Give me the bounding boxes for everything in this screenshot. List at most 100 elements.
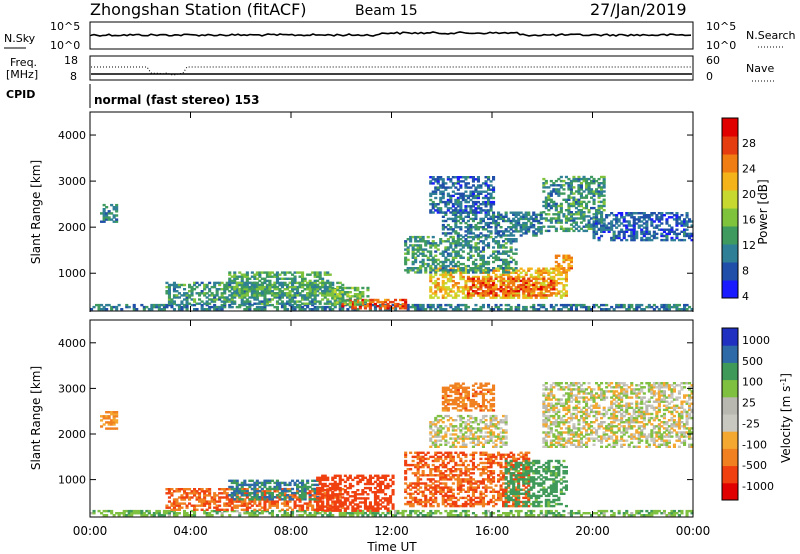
heatmap-cell	[564, 254, 568, 257]
heatmap-cell	[517, 292, 521, 295]
heatmap-cell	[582, 219, 586, 222]
heatmap-cell	[353, 476, 357, 479]
heatmap-cell	[539, 294, 543, 297]
heatmap-cell	[358, 291, 362, 294]
heatmap-cell	[547, 269, 551, 272]
heatmap-cell	[524, 230, 528, 233]
heatmap-cell	[308, 300, 312, 303]
heatmap-cell	[512, 258, 516, 262]
heatmap-cell	[683, 224, 687, 227]
heatmap-cell	[177, 285, 181, 289]
heatmap-cell	[542, 284, 546, 287]
heatmap-cell	[449, 235, 453, 239]
heatmap-cell	[167, 488, 171, 491]
heatmap-cell	[243, 479, 247, 482]
heatmap-cell	[170, 298, 174, 301]
heatmap-cell	[296, 504, 300, 507]
heatmap-cell	[514, 228, 518, 231]
heatmap-cell	[280, 498, 284, 501]
heatmap-cell	[564, 273, 568, 277]
heatmap-cell	[240, 288, 244, 291]
heatmap-cell	[253, 275, 257, 278]
heatmap-cell	[554, 221, 558, 224]
heatmap-cell	[454, 200, 458, 204]
heatmap-cell	[326, 298, 330, 301]
heatmap-cell	[399, 298, 403, 302]
heatmap-cell	[311, 303, 315, 307]
heatmap-cell	[504, 267, 508, 270]
heatmap-cell	[361, 489, 365, 492]
heatmap-cell	[494, 228, 498, 231]
heatmap-cell	[494, 275, 498, 279]
heatmap-cell	[296, 305, 300, 309]
heatmap-cell	[353, 295, 357, 298]
heatmap-cell	[434, 186, 438, 189]
heatmap-cell	[278, 292, 282, 295]
heatmap-cell	[233, 300, 237, 303]
heatmap-cell	[243, 275, 247, 278]
heatmap-cell	[502, 279, 506, 283]
heatmap-cell	[441, 252, 445, 255]
heatmap-cell	[338, 505, 342, 508]
heatmap-cell	[476, 254, 480, 257]
heatmap-cell	[464, 308, 468, 311]
heatmap-cell	[336, 295, 340, 298]
heatmap-cell	[157, 308, 161, 311]
heatmap-cell	[542, 271, 546, 274]
heatmap-cell	[537, 271, 541, 274]
heatmap-cell	[489, 180, 493, 183]
heatmap-cell	[321, 292, 325, 295]
heatmap-cell	[296, 300, 300, 303]
heatmap-cell	[373, 493, 377, 496]
heatmap-cell	[303, 277, 307, 280]
heatmap-cell	[600, 204, 604, 208]
heatmap-cell	[190, 290, 194, 293]
heatmap-cell	[255, 496, 259, 499]
heatmap-cell	[502, 258, 506, 262]
heatmap-cell	[343, 509, 347, 512]
heatmap-cell	[454, 230, 458, 233]
heatmap-cell	[333, 295, 337, 298]
heatmap-cell	[230, 506, 234, 509]
heatmap-cell	[519, 226, 523, 229]
heatmap-cell	[514, 262, 518, 266]
heatmap-cell	[672, 514, 676, 517]
heatmap-cell	[514, 240, 518, 243]
heatmap-cell	[582, 229, 586, 233]
heatmap-cell	[444, 213, 448, 216]
heatmap-cell	[487, 230, 491, 233]
heatmap-cell	[627, 220, 631, 223]
heatmap-cell	[102, 208, 106, 211]
heatmap-cell	[512, 213, 516, 216]
heatmap-cell	[459, 228, 463, 231]
heatmap-cell	[454, 232, 458, 235]
heatmap-cell	[243, 508, 247, 511]
heatmap-cell	[331, 286, 335, 290]
heatmap-cell	[313, 281, 317, 285]
heatmap-cell	[348, 503, 352, 506]
heatmap-cell	[685, 514, 689, 517]
heatmap-cell	[424, 242, 428, 245]
heatmap-cell	[366, 286, 370, 290]
heatmap-cell	[361, 491, 365, 494]
heatmap-cell	[436, 267, 440, 270]
heatmap-cell	[273, 490, 277, 493]
heatmap-cell	[582, 206, 586, 210]
heatmap-cell	[260, 305, 264, 309]
heatmap-cell	[577, 190, 581, 193]
heatmap-cell	[645, 236, 649, 240]
heatmap-cell	[328, 495, 332, 498]
heatmap-cell	[441, 260, 445, 264]
heatmap-cell	[265, 490, 269, 493]
heatmap-cell	[213, 500, 217, 503]
heatmap-cell	[685, 228, 689, 231]
heatmap-cell	[218, 492, 222, 495]
heatmap-cell	[492, 296, 496, 299]
heatmap-cell	[343, 501, 347, 504]
heatmap-cell	[414, 308, 418, 311]
heatmap-cell	[451, 194, 455, 198]
heatmap-cell	[346, 295, 350, 298]
heatmap-cell	[554, 303, 558, 307]
heatmap-cell	[499, 217, 503, 221]
heatmap-cell	[439, 192, 443, 195]
